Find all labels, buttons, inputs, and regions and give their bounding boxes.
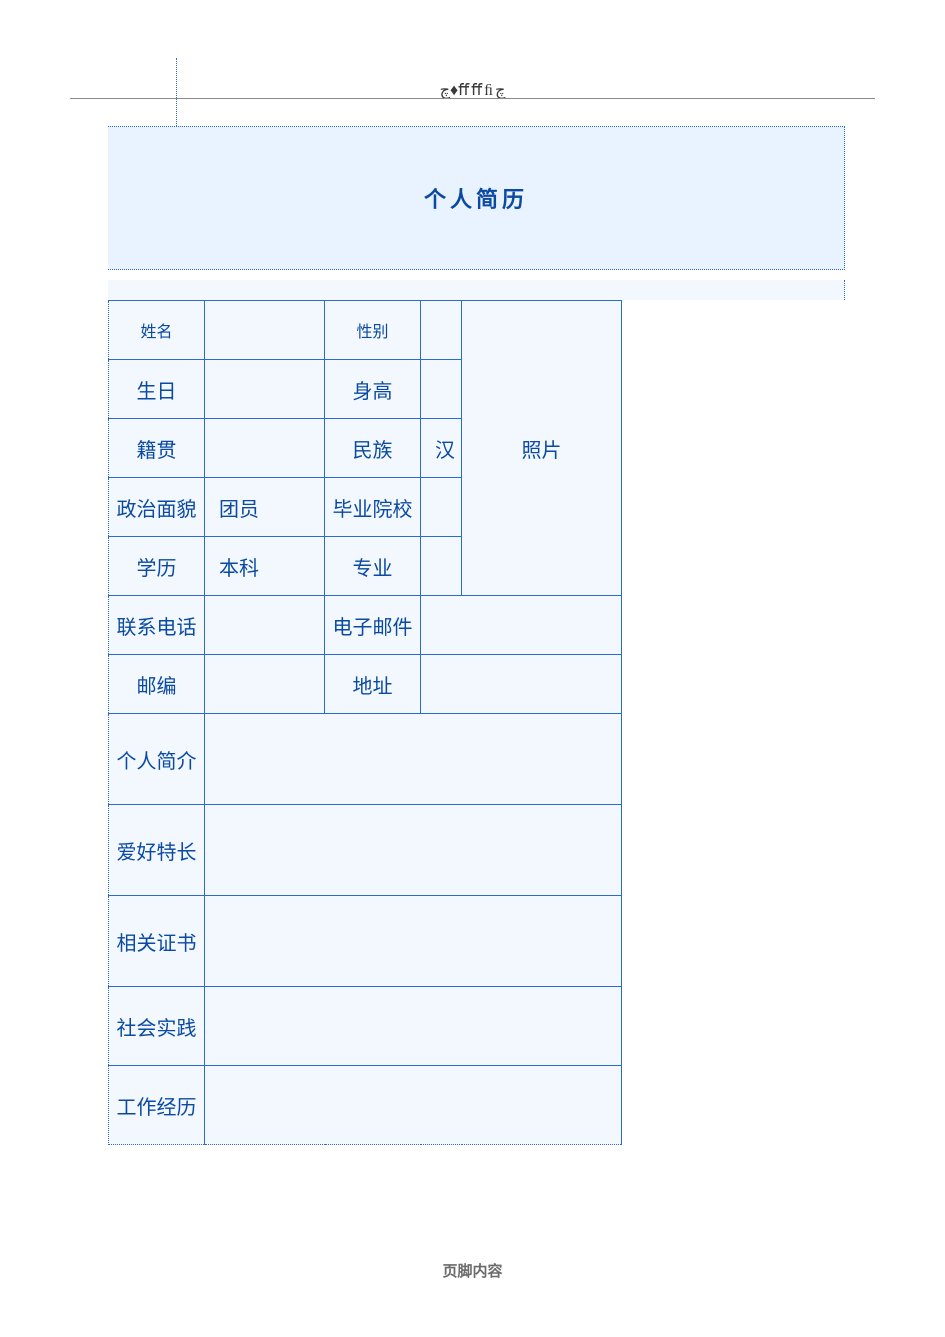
value-zip — [205, 655, 325, 714]
photo-cell: 照片 — [462, 301, 622, 596]
page-footer: 页脚内容 — [0, 1260, 945, 1281]
title-table-gap — [108, 280, 845, 300]
label-ethnicity: 民族 — [325, 419, 421, 478]
label-birthday: 生日 — [109, 360, 205, 419]
resume-table: 姓名 性别 照片 生日 身高 籍贯 民族 汉 政治面貌 团员 毕业院校 — [108, 300, 622, 1145]
label-native-place: 籍贯 — [109, 419, 205, 478]
value-gender — [421, 301, 462, 360]
value-hobbies — [205, 805, 622, 896]
title-box: 个人简历 — [108, 126, 845, 270]
label-politics: 政治面貌 — [109, 478, 205, 537]
table-row: 邮编 地址 — [109, 655, 622, 714]
value-ethnicity: 汉 — [421, 419, 462, 478]
table-row: 爱好特长 — [109, 805, 622, 896]
header-rule — [70, 98, 875, 99]
table-row: 姓名 性别 照片 — [109, 301, 622, 360]
value-politics: 团员 — [205, 478, 325, 537]
value-education: 本科 — [205, 537, 325, 596]
label-address: 地址 — [325, 655, 421, 714]
label-work: 工作经历 — [109, 1066, 205, 1145]
page-header: ﭺ♦ﬀﬀﬁﭺ — [0, 0, 945, 100]
label-phone: 联系电话 — [109, 596, 205, 655]
label-practice: 社会实践 — [109, 987, 205, 1066]
value-email — [421, 596, 622, 655]
label-major: 专业 — [325, 537, 421, 596]
table-row: 工作经历 — [109, 1066, 622, 1145]
label-name: 姓名 — [109, 301, 205, 360]
value-practice — [205, 987, 622, 1066]
label-height: 身高 — [325, 360, 421, 419]
value-profile — [205, 714, 622, 805]
value-certs — [205, 896, 622, 987]
value-work — [205, 1066, 622, 1145]
label-education: 学历 — [109, 537, 205, 596]
header-ornament: ﭺ♦ﬀﬀﬁﭺ — [0, 80, 945, 100]
label-hobbies: 爱好特长 — [109, 805, 205, 896]
label-email: 电子邮件 — [325, 596, 421, 655]
value-birthday — [205, 360, 325, 419]
table-row: 社会实践 — [109, 987, 622, 1066]
label-gender: 性别 — [325, 301, 421, 360]
value-address — [421, 655, 622, 714]
label-profile: 个人简介 — [109, 714, 205, 805]
value-native-place — [205, 419, 325, 478]
label-school: 毕业院校 — [325, 478, 421, 537]
table-row: 联系电话 电子邮件 — [109, 596, 622, 655]
table-row: 个人简介 — [109, 714, 622, 805]
value-height — [421, 360, 462, 419]
value-phone — [205, 596, 325, 655]
value-school — [421, 478, 462, 537]
value-major — [421, 537, 462, 596]
value-name — [205, 301, 325, 360]
label-zip: 邮编 — [109, 655, 205, 714]
label-certs: 相关证书 — [109, 896, 205, 987]
table-row: 相关证书 — [109, 896, 622, 987]
document-page: ﭺ♦ﬀﬀﬁﭺ 个人简历 姓名 性别 照片 生日 身高 籍贯 民族 — [0, 0, 945, 1337]
document-title: 个人简历 — [424, 182, 528, 214]
